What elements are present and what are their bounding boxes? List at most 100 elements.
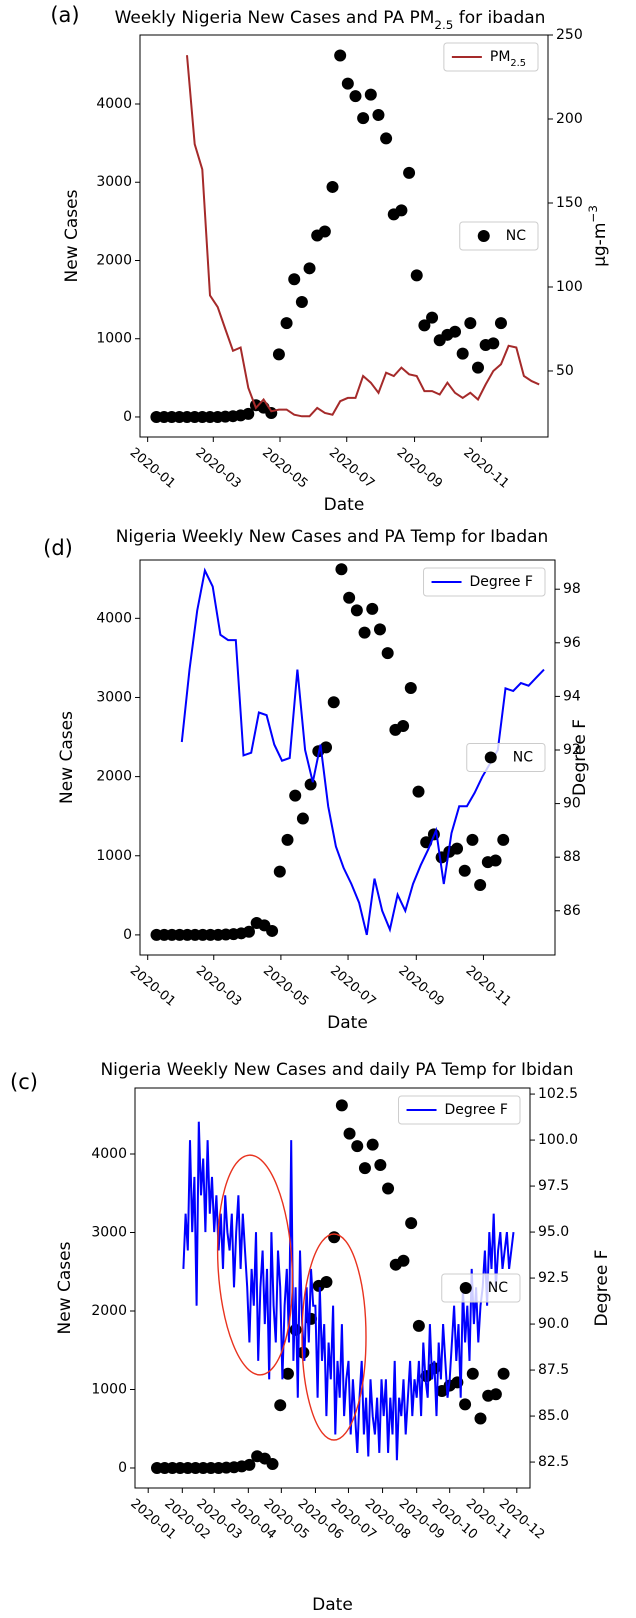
series-line (186, 55, 540, 418)
y2-tick-label: 87.5 (538, 1362, 569, 1378)
nc-point (494, 317, 507, 330)
highlight-ellipse (301, 1233, 367, 1441)
highlight-ellipse (216, 1154, 294, 1376)
nc-point (366, 1138, 379, 1151)
y2-tick-label: 95.0 (538, 1224, 569, 1240)
nc-point (397, 1254, 410, 1267)
nc-point (242, 407, 255, 420)
nc-point (274, 1399, 287, 1412)
nc-point (380, 132, 393, 145)
y-axis-label: New Cases (62, 189, 82, 282)
panel-label: (d) (43, 536, 73, 560)
legend: NC (441, 1273, 521, 1303)
panel: (a) Weekly Nigeria New Cases and PA PM2.5… (50, 3, 610, 515)
nc-point (304, 778, 317, 791)
legend-box (423, 567, 546, 597)
nc-point (405, 1217, 418, 1230)
y-tick-label: 4000 (96, 96, 132, 112)
y-tick-label: 3000 (96, 174, 132, 190)
y2-tick-label: 250 (556, 27, 583, 43)
nc-point (243, 1458, 256, 1471)
text-part: 2.5 (434, 18, 453, 32)
text-part: −3 (586, 205, 600, 223)
nc-point (497, 833, 510, 846)
nc-point (489, 854, 502, 867)
text-part: Weekly Nigeria New Cases and PA PM (115, 8, 435, 28)
legend: PM2.5 (443, 42, 539, 72)
legend: NC (466, 743, 546, 772)
x-tick-label: 2020-03 (192, 445, 243, 491)
y2-tick-label: 92 (563, 742, 581, 758)
nc-point (273, 865, 286, 878)
y2-axis-label: Degree F (570, 719, 590, 796)
y2-tick-label: 200 (556, 111, 583, 127)
nc-point (303, 262, 316, 275)
legend-marker (477, 230, 490, 242)
nc-point (489, 1388, 502, 1401)
nc-point (266, 924, 279, 937)
nc-point (350, 604, 363, 617)
y2-axis-label: μg-m−3 (586, 205, 611, 267)
annotation-ellipses (216, 1154, 367, 1441)
y-tick-label: 0 (123, 409, 132, 425)
nc-point (358, 626, 371, 639)
y2-tick-label: 100 (556, 279, 583, 295)
nc-point (326, 180, 339, 193)
nc-point (412, 785, 425, 798)
y2-axis-label: Degree F (592, 1249, 612, 1326)
x-tick-label: 2020-05 (259, 445, 310, 491)
chart-title: Nigeria Weekly New Cases and PA Temp for… (116, 527, 549, 547)
panel-label: (a) (50, 3, 79, 27)
y-tick-label: 1000 (91, 1381, 127, 1397)
y2-tick-label: 98 (563, 581, 581, 597)
y2-tick-label: 90.0 (538, 1316, 569, 1332)
panel: (c) Nigeria Weekly New Cases and daily PA… (10, 1060, 612, 1615)
legend: NC (459, 221, 539, 251)
x-tick-label: 2020-09 (394, 445, 445, 491)
nc-point (351, 1140, 364, 1153)
legend-label: NC (513, 750, 533, 766)
nc-point (265, 407, 278, 420)
nc-point (357, 112, 370, 125)
series-line (180, 567, 545, 936)
nc-point (412, 1319, 425, 1332)
legend-label: Degree F (470, 574, 533, 590)
y-tick-label: 2000 (91, 1303, 127, 1319)
x-axis-label: Date (324, 495, 365, 515)
nc-point (281, 833, 294, 846)
nc-point (381, 647, 394, 660)
nc-point (242, 925, 255, 938)
nc-point (372, 108, 385, 121)
series-layer (150, 563, 545, 941)
nc-point (295, 295, 308, 308)
x-tick-label: 2020-05 (260, 963, 311, 1009)
nc-point (320, 1275, 333, 1288)
nc-point (335, 1099, 348, 1112)
text-part: μg-m (590, 223, 610, 267)
x-tick-label: 2020-07 (327, 963, 378, 1009)
legend-label: NC (506, 228, 526, 244)
nc-point (266, 1458, 279, 1471)
legend-marker (484, 751, 497, 764)
legend-marker (459, 1282, 472, 1294)
nc-point (397, 719, 410, 732)
legend-box (441, 1273, 521, 1303)
x-tick-label: 2020-11 (463, 963, 514, 1009)
nc-point (364, 88, 377, 101)
y-tick-label: 3000 (91, 1225, 127, 1241)
y-axis-label: New Cases (57, 711, 77, 804)
nc-point (466, 1367, 479, 1380)
series-layer (151, 1099, 515, 1474)
nc-point (456, 347, 469, 360)
legend-label: PM2.5 (490, 49, 526, 69)
nc-point (296, 812, 309, 825)
nc-point (320, 741, 333, 754)
plot-frame (139, 34, 549, 438)
nc-point (328, 1231, 341, 1244)
y2-tick-label: 102.5 (538, 1086, 578, 1102)
nc-point (426, 311, 439, 324)
legend-label: Degree F (445, 1102, 508, 1118)
nc-point (471, 361, 484, 374)
x-axis-label: Date (327, 1013, 368, 1033)
